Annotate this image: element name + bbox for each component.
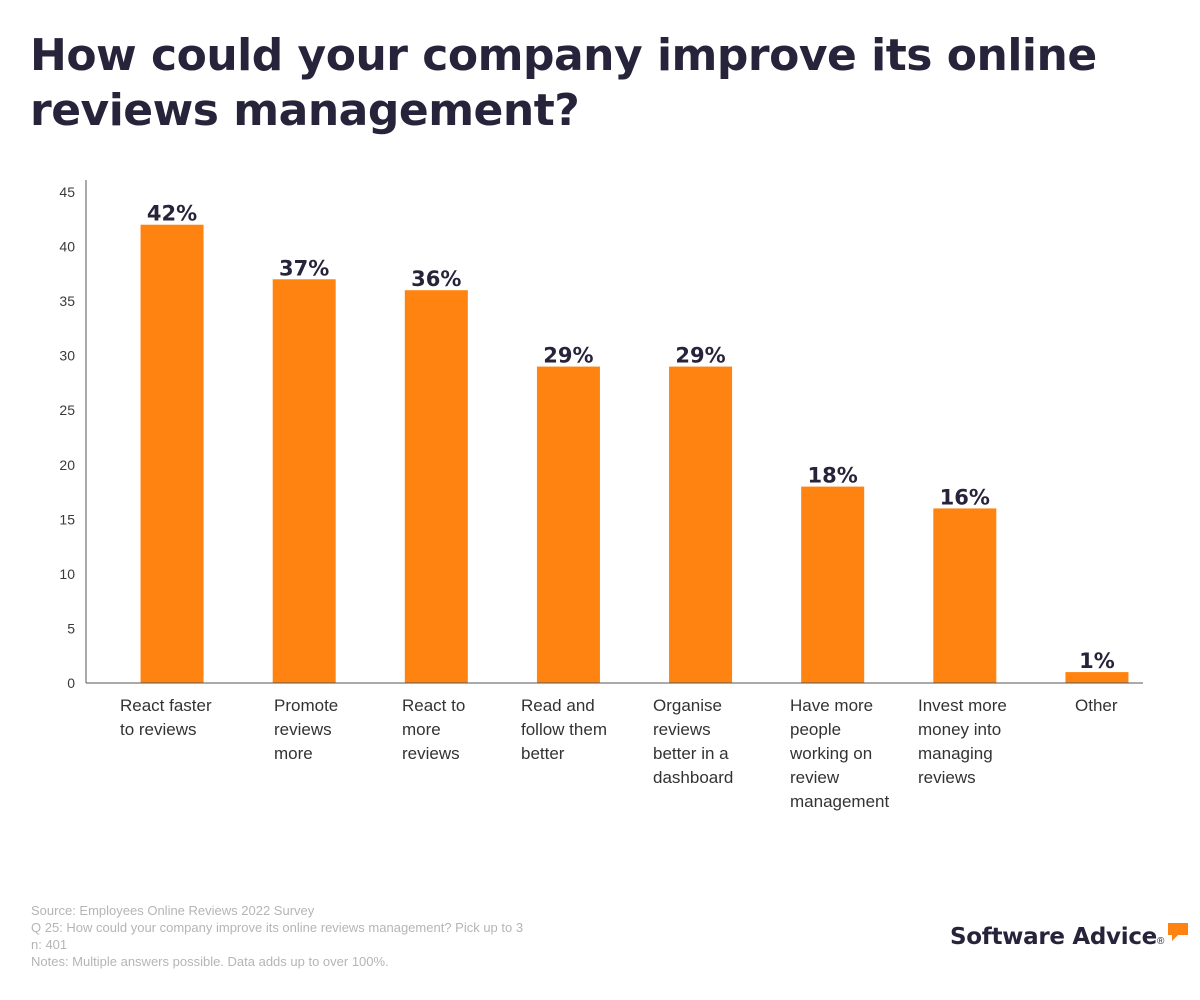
- y-tick-label: 5: [67, 620, 75, 636]
- brand-logo: Software Advice ®: [950, 922, 1190, 952]
- y-tick-label: 10: [59, 566, 75, 582]
- value-labels: 42% 37% 36% 29% 29% 18% 16% 1%: [147, 202, 1115, 673]
- data-label: 42%: [147, 202, 197, 226]
- bar: [272, 279, 336, 683]
- y-tick-label: 15: [59, 511, 75, 527]
- bar: [140, 224, 204, 683]
- x-tick-label: Have more people working on review managemen…: [789, 696, 890, 811]
- bar: [536, 366, 600, 683]
- y-axis-ticks: 0 5 10 15 20 25 30 35 40 45: [59, 184, 75, 691]
- bar: [801, 486, 865, 683]
- y-tick-label: 40: [59, 239, 75, 255]
- data-label: 37%: [279, 256, 329, 280]
- x-tick-label: Invest more money into managing reviews: [918, 696, 1007, 787]
- x-tick-label: Other: [1075, 696, 1118, 715]
- footer-notes-text: Notes: Multiple answers possible. Data a…: [31, 954, 389, 969]
- x-tick-label: React faster to reviews: [120, 696, 212, 739]
- bar: [669, 366, 733, 683]
- footer-notes: Source: Employees Online Reviews 2022 Su…: [31, 902, 523, 970]
- bar: [1065, 672, 1129, 683]
- brand-registered-mark: ®: [1156, 936, 1165, 947]
- y-tick-label: 25: [59, 402, 75, 418]
- bar: [404, 290, 468, 683]
- x-axis-labels: React faster to reviews Promote reviews more…: [120, 696, 1118, 811]
- x-tick-label: Read and follow them better: [521, 696, 607, 763]
- x-tick-label: React to more reviews: [402, 696, 465, 763]
- y-tick-label: 0: [67, 675, 75, 691]
- y-tick-label: 35: [59, 293, 75, 309]
- x-tick-label: Promote reviews more: [274, 696, 338, 763]
- speech-bubble-icon: [1168, 923, 1189, 941]
- bar: [933, 508, 997, 683]
- x-tick-label: Organise reviews better in a dashboard: [653, 696, 733, 787]
- footer-sample: n: 401: [31, 937, 68, 952]
- footer-source: Source: Employees Online Reviews 2022 Su…: [31, 903, 315, 918]
- brand-name: Software Advice: [950, 924, 1157, 950]
- bars: [140, 224, 1129, 683]
- y-tick-label: 20: [59, 457, 75, 473]
- data-label: 16%: [940, 485, 990, 509]
- data-label: 18%: [808, 464, 858, 488]
- chart-title: How could your company improve its onlin…: [30, 30, 1097, 136]
- data-label: 1%: [1079, 649, 1115, 673]
- y-tick-label: 45: [59, 184, 75, 200]
- data-label: 29%: [543, 344, 593, 368]
- data-label: 29%: [675, 344, 725, 368]
- y-tick-label: 30: [59, 348, 75, 364]
- footer-question: Q 25: How could your company improve its…: [31, 920, 524, 935]
- bar-chart: 0 5 10 15 20 25 30 35 40 45 42% 37% 36% 29% 29% 18% 16%…: [59, 180, 1143, 811]
- data-label: 36%: [411, 267, 461, 291]
